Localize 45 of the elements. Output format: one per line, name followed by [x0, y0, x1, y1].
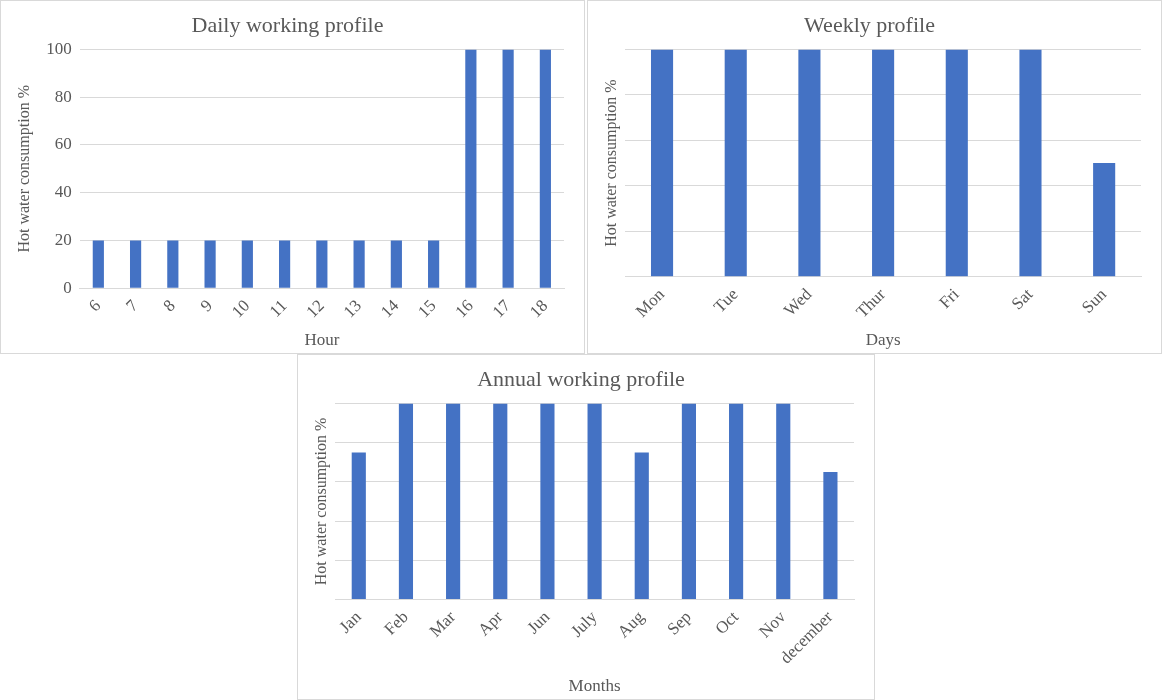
x-axis-title: Days: [865, 330, 901, 350]
x-tick-label: Feb: [380, 607, 412, 639]
x-tick-label: 12: [302, 295, 328, 322]
x-tick-label: July: [567, 606, 601, 641]
y-axis-title: Hot water consumption %: [14, 85, 33, 253]
x-tick-label: Sat: [1007, 284, 1037, 314]
chart-title: Annual working profile: [477, 365, 685, 391]
x-axis-title: Hour: [304, 330, 340, 350]
x-tick-label: 7: [122, 295, 142, 316]
y-tick-label: 100: [46, 38, 72, 58]
x-tick-label: Mon: [631, 284, 669, 321]
x-tick-label: 16: [451, 295, 477, 322]
x-tick-label: Nov: [755, 606, 790, 642]
y-axis-title: Hot water consumption %: [601, 79, 620, 247]
x-tick-label: Aug: [613, 606, 649, 642]
x-tick-label: 8: [159, 295, 179, 316]
y-tick-label: 20: [54, 229, 72, 249]
chart-title: Weekly profile: [804, 11, 935, 37]
x-tick-label: Apr: [474, 607, 507, 640]
x-tick-label: 14: [376, 295, 403, 322]
x-tick-label: Fri: [935, 284, 963, 313]
x-tick-label: Jun: [523, 606, 554, 638]
x-tick-label: Jan: [335, 606, 366, 637]
y-tick-label: 40: [54, 182, 72, 202]
x-tick-label: 13: [339, 295, 366, 322]
x-tick-label: 15: [414, 295, 440, 322]
x-axis-title: Months: [568, 676, 621, 696]
x-tick-label: Sep: [663, 607, 695, 639]
y-tick-label: 80: [54, 86, 72, 106]
x-tick-label: Mar: [425, 606, 460, 641]
x-tick-label: 18: [525, 295, 552, 322]
x-tick-label: Oct: [711, 607, 743, 639]
y-tick-label: 0: [63, 277, 72, 297]
x-tick-label: 6: [84, 295, 105, 316]
x-tick-label: 17: [488, 295, 515, 322]
chart-title: Daily working profile: [191, 11, 384, 37]
x-tick-label: 11: [265, 295, 291, 321]
x-tick-label: Thur: [852, 284, 890, 322]
y-tick-label: 60: [54, 134, 72, 154]
x-tick-label: 10: [227, 295, 254, 322]
x-tick-label: Wed: [780, 284, 816, 320]
x-tick-label: Tue: [710, 284, 742, 317]
x-tick-label: 9: [196, 295, 217, 316]
y-axis-title: Hot water consumption %: [311, 417, 330, 586]
x-tick-label: Sun: [1077, 284, 1111, 317]
